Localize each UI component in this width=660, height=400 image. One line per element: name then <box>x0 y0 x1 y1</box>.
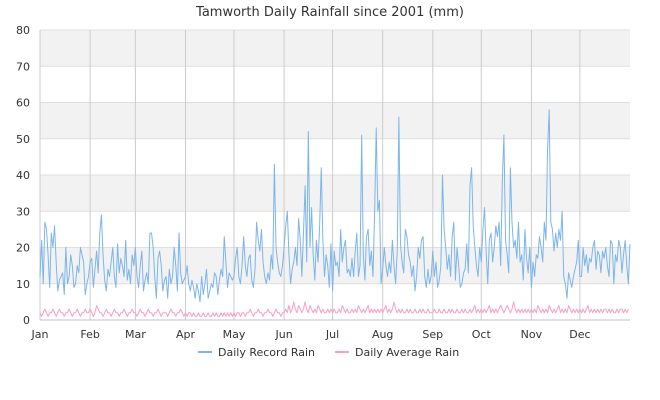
x-tick-label: Mar <box>125 328 146 341</box>
chart-title: Tamworth Daily Rainfall since 2001 (mm) <box>195 5 464 20</box>
y-tick-label: 0 <box>23 314 30 327</box>
x-tick-label: Oct <box>472 328 492 341</box>
grid-lines <box>39 29 630 321</box>
x-tick-label: Jul <box>325 328 339 341</box>
axes: 0 10 20 30 40 50 60 70 80 Jan Feb Mar Apr May Jun Jul Au… <box>16 24 630 341</box>
x-tick-label: Feb <box>80 328 99 341</box>
y-tick-label: 80 <box>16 24 30 37</box>
y-tick-label: 20 <box>16 242 30 255</box>
plot-band <box>40 175 630 212</box>
legend-item-average[interactable]: Daily Average Rain <box>335 346 459 359</box>
plot-band <box>40 30 630 67</box>
plot-band <box>40 102 630 139</box>
y-tick-label: 10 <box>16 278 30 291</box>
series-line-average <box>39 301 629 317</box>
legend-item-record[interactable]: Daily Record Rain <box>198 346 315 359</box>
y-tick-label: 50 <box>16 133 30 146</box>
x-tick-label: Apr <box>176 328 196 341</box>
legend[interactable]: Daily Record Rain Daily Average Rain <box>198 346 459 359</box>
y-tick-label: 40 <box>16 169 30 182</box>
x-tick-label: Aug <box>372 328 393 341</box>
x-tick-label: May <box>223 328 246 341</box>
x-tick-label: Jun <box>274 328 292 341</box>
legend-label: Daily Record Rain <box>218 346 315 359</box>
x-tick-label: Dec <box>569 328 590 341</box>
series-layer <box>39 109 631 317</box>
y-tick-label: 70 <box>16 60 30 73</box>
x-tick-label: Jan <box>31 328 49 341</box>
x-tick-label: Sep <box>422 328 443 341</box>
y-tick-label: 30 <box>16 205 30 218</box>
x-tick-label: Nov <box>521 328 543 341</box>
series-line-record <box>39 109 631 303</box>
legend-label: Daily Average Rain <box>355 346 459 359</box>
plot-bands <box>40 30 630 284</box>
y-tick-label: 60 <box>16 97 30 110</box>
